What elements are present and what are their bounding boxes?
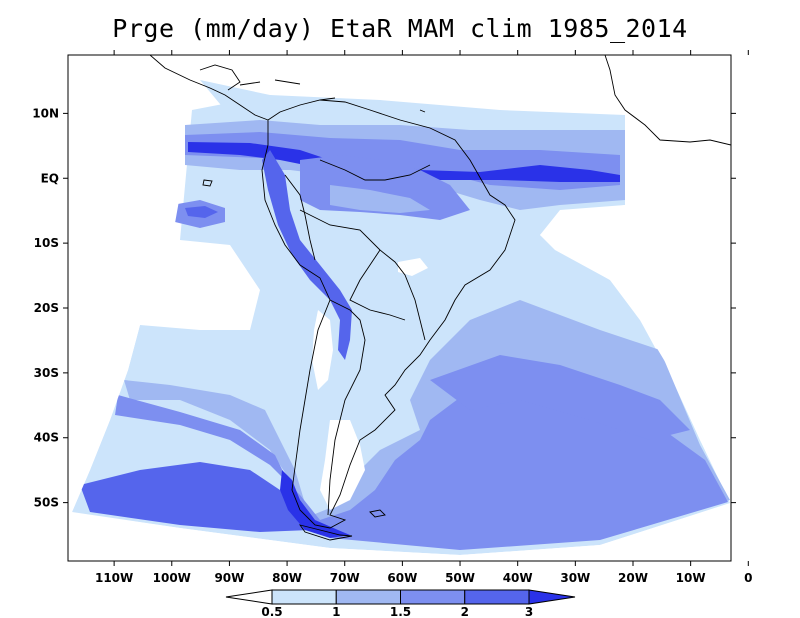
contour-band-2-3-atlantic	[430, 355, 690, 440]
outside-domain-left	[68, 325, 140, 512]
lon-tick-label: 90W	[214, 571, 244, 585]
coast-galapagos	[202, 179, 213, 187]
dry-zone-atacama	[312, 310, 333, 390]
lat-tick-label: 50S	[34, 496, 59, 510]
colorbar: 0.5 1 1.5 2 3	[225, 589, 576, 618]
lon-tick-label: 100W	[153, 571, 191, 585]
lat-tick-label: 30S	[34, 366, 59, 380]
colorbar-level-label: 1	[332, 605, 340, 618]
coast-south-america	[261, 99, 516, 529]
outside-domain-bottom	[68, 503, 731, 561]
coast-caribbean-islands	[239, 79, 426, 113]
colorbar-level-label: 3	[525, 605, 533, 618]
precipitation-field	[68, 55, 731, 561]
contour-band-itcz-core	[188, 142, 620, 182]
coast-fuegia	[298, 524, 353, 541]
lon-tick-label: 70W	[330, 571, 360, 585]
colorbar-segment	[271, 589, 337, 605]
contour-band-andes	[262, 150, 352, 360]
dry-zone-central-america	[68, 55, 200, 110]
border-brazil	[299, 159, 431, 341]
lon-tick-label: 110W	[95, 571, 133, 585]
lon-tick-label: 80W	[272, 571, 302, 585]
colorbar-segment	[400, 589, 466, 605]
lon-tick-label: 0	[744, 571, 752, 585]
colorbar-upper-triangle	[528, 589, 576, 605]
dry-zone-east-pacific	[68, 110, 180, 330]
lon-tick-label: 30W	[560, 571, 590, 585]
contour-band-amazon-inner	[330, 185, 430, 213]
contour-band-southern-chile	[280, 470, 350, 538]
colorbar-lower-triangle	[225, 589, 273, 605]
coast-africa	[604, 55, 731, 146]
colorbar-level-label: 1.5	[390, 605, 411, 618]
lon-tick-label: 20W	[618, 571, 648, 585]
contour-band-pacific-blob-inner	[185, 206, 218, 218]
contour-band-2-3-south	[80, 462, 310, 532]
colorbar-segment	[464, 589, 530, 605]
coast-yucatan	[199, 64, 241, 91]
lon-tick-label: 60W	[387, 571, 417, 585]
lat-tick-label: 40S	[34, 431, 59, 445]
lon-tick-label: 40W	[503, 571, 533, 585]
colorbar-level-label: 0.5	[261, 605, 282, 618]
lat-tick-label: EQ	[41, 171, 59, 185]
border-andes	[284, 174, 366, 516]
colorbar-segment	[335, 589, 401, 605]
lon-tick-label: 10W	[676, 571, 706, 585]
map-title: Prge (mm/day) EtaR MAM clim 1985_2014	[112, 14, 688, 43]
coastlines	[149, 55, 731, 541]
dry-zone-south-atlantic-north	[540, 55, 731, 500]
latitude-axis: 10N EQ 10S 20S 30S 40S 50S	[32, 106, 736, 510]
lat-tick-label: 20S	[34, 301, 59, 315]
coast-central-america	[149, 55, 269, 121]
colorbar-level-label: 2	[461, 605, 469, 618]
dry-zone-patagonia	[320, 420, 365, 510]
longitude-axis: 110W 100W 90W 80W 70W 60W 50W 40W 30W 20W 10W 0	[95, 50, 752, 585]
lat-tick-label: 10N	[32, 106, 59, 120]
dry-zone-ne-brazil	[398, 258, 428, 276]
coast-falklands	[369, 509, 386, 518]
lon-tick-label: 50W	[445, 571, 475, 585]
lat-tick-label: 10S	[34, 236, 59, 250]
